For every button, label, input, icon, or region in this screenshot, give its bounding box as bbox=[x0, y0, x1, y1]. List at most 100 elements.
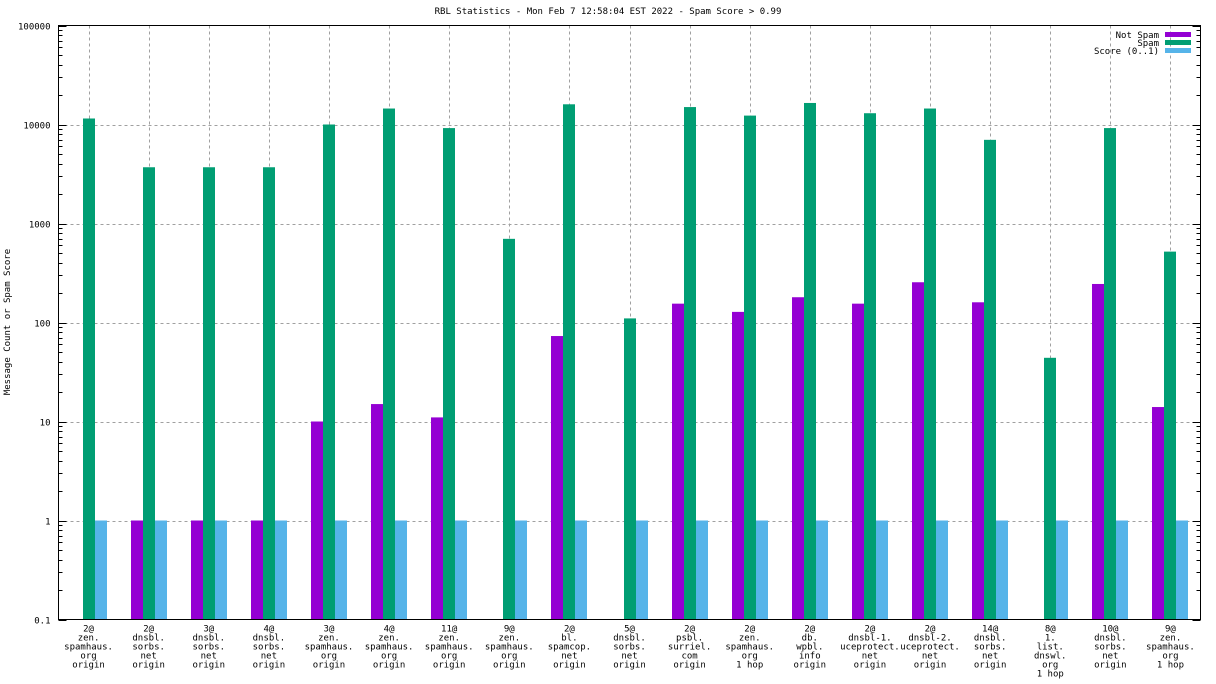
x-tick-label: sorbs. bbox=[253, 643, 286, 653]
x-tick-label: 3@ bbox=[324, 625, 335, 635]
x-tick-label: spamhaus. bbox=[305, 643, 354, 653]
x-tick-label: uceprotect. bbox=[840, 643, 900, 653]
bar-score-0-1 bbox=[1176, 520, 1188, 619]
x-tick-label: 1 hop bbox=[1037, 670, 1064, 680]
x-tick-label: zen. bbox=[739, 634, 761, 644]
bar-spam bbox=[83, 118, 95, 620]
x-tick-label: dnswl. bbox=[1034, 652, 1067, 662]
x-tick-label: 2@ bbox=[564, 625, 575, 635]
bar-not-spam bbox=[792, 297, 804, 619]
x-tick-label: 1 hop bbox=[1157, 661, 1184, 671]
bar-spam bbox=[984, 139, 996, 619]
x-tick-label: sorbs. bbox=[613, 643, 646, 653]
x-tick-label: 2@ bbox=[925, 625, 936, 635]
x-tick-label: sorbs. bbox=[974, 643, 1007, 653]
chart-title: RBL Statistics - Mon Feb 7 12:58:04 EST … bbox=[435, 7, 782, 17]
bar-score-0-1 bbox=[95, 520, 107, 619]
x-tick-label: net bbox=[1102, 652, 1118, 662]
bar-spam bbox=[744, 115, 756, 619]
x-tick-label: origin bbox=[72, 661, 105, 671]
x-tick-label: zen. bbox=[318, 634, 340, 644]
x-tick-label: wpbl. bbox=[796, 643, 823, 653]
bar-spam bbox=[503, 238, 515, 619]
y-tick-label: 100 bbox=[34, 320, 50, 330]
x-tick-label: 2@ bbox=[864, 625, 875, 635]
bar-spam bbox=[563, 104, 575, 620]
x-tick-label: spamhaus. bbox=[425, 643, 474, 653]
y-tick-label: 10 bbox=[40, 419, 51, 429]
x-tick-label: spamhaus. bbox=[1146, 643, 1195, 653]
x-tick-label: org bbox=[321, 652, 337, 662]
x-tick-label: org bbox=[501, 652, 517, 662]
y-tick-label: 100000 bbox=[18, 23, 51, 33]
bar-not-spam bbox=[1092, 283, 1104, 619]
bar-not-spam bbox=[131, 520, 143, 619]
x-tick-label: net bbox=[922, 652, 938, 662]
legend-swatch bbox=[1165, 40, 1191, 45]
legend-label: Not Spam bbox=[1116, 31, 1159, 41]
bar-spam bbox=[443, 128, 455, 619]
y-tick-label: 1 bbox=[45, 518, 50, 528]
x-tick-label: sorbs. bbox=[1094, 643, 1127, 653]
y-tick-label: 10000 bbox=[23, 122, 50, 132]
bar-score-0-1 bbox=[1056, 520, 1068, 619]
x-tick-label: origin bbox=[914, 661, 947, 671]
x-tick-label: org bbox=[381, 652, 397, 662]
x-tick-label: origin bbox=[373, 661, 406, 671]
x-tick-label: 8@ bbox=[1045, 625, 1056, 635]
x-tick-label: 2@ bbox=[744, 625, 755, 635]
x-tick-label: spamhaus. bbox=[64, 643, 113, 653]
x-tick-label: 4@ bbox=[263, 625, 274, 635]
x-tick-label: surriel. bbox=[668, 643, 711, 653]
bar-score-0-1 bbox=[215, 520, 227, 619]
x-tick-label: origin bbox=[493, 661, 526, 671]
x-tick-label: origin bbox=[433, 661, 466, 671]
bar-not-spam bbox=[551, 336, 563, 619]
bar-score-0-1 bbox=[575, 520, 587, 619]
x-tick-label: origin bbox=[613, 661, 646, 671]
bar-spam bbox=[624, 318, 636, 619]
x-tick-label: sorbs. bbox=[193, 643, 226, 653]
bar-not-spam bbox=[311, 421, 323, 619]
bar-score-0-1 bbox=[1116, 520, 1128, 619]
bar-score-0-1 bbox=[936, 520, 948, 619]
x-tick-label: list. bbox=[1037, 643, 1064, 653]
bar-spam bbox=[864, 113, 876, 619]
x-tick-label: dnsbl-2. bbox=[908, 634, 951, 644]
y-ticks: 0.1 1 10 100 1000 10000 100000 bbox=[18, 23, 1201, 627]
x-tick-label: origin bbox=[673, 661, 706, 671]
x-tick-label: 10@ bbox=[1102, 625, 1119, 635]
legend-swatch bbox=[1165, 48, 1191, 53]
x-tick-label: org bbox=[1042, 661, 1058, 671]
x-tick-label: 2@ bbox=[684, 625, 695, 635]
x-tick-label: 2@ bbox=[804, 625, 815, 635]
x-tick-label: zen. bbox=[498, 634, 520, 644]
x-tick-label: dnsbl-1. bbox=[848, 634, 891, 644]
x-tick-label: origin bbox=[132, 661, 165, 671]
x-tick-label: 5@ bbox=[624, 625, 635, 635]
x-tick-label: origin bbox=[854, 661, 887, 671]
bar-score-0-1 bbox=[155, 520, 167, 619]
bar-spam bbox=[143, 167, 155, 619]
x-tick-label: 1. bbox=[1045, 634, 1056, 644]
x-tick-label: 2@ bbox=[83, 625, 94, 635]
x-tick-label: net bbox=[141, 652, 157, 662]
x-tick-label: psbl. bbox=[676, 634, 703, 644]
x-tick-label: com bbox=[681, 652, 697, 662]
x-tick-label: origin bbox=[553, 661, 586, 671]
x-tick-label: 11@ bbox=[441, 625, 458, 635]
bars bbox=[83, 102, 1188, 620]
x-tick-label: org bbox=[742, 652, 758, 662]
x-tick-label: zen. bbox=[78, 634, 100, 644]
x-tick-label: 3@ bbox=[203, 625, 214, 635]
x-tick-label: zen. bbox=[438, 634, 460, 644]
bar-score-0-1 bbox=[756, 520, 768, 619]
bar-not-spam bbox=[912, 282, 924, 619]
x-tick-label: org bbox=[80, 652, 96, 662]
bar-spam bbox=[1104, 128, 1116, 619]
bar-spam bbox=[1044, 357, 1056, 619]
bar-spam bbox=[323, 124, 335, 619]
y-axis-label: Message Count or Spam Score bbox=[3, 249, 13, 395]
x-tick-label: 9@ bbox=[1165, 625, 1176, 635]
